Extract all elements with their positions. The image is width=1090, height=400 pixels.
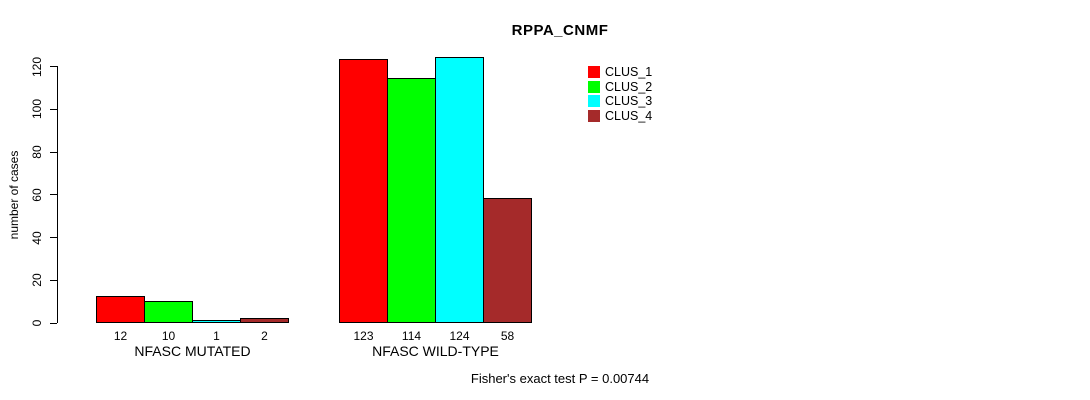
y-axis-line [57, 66, 58, 323]
legend-label: CLUS_4 [605, 108, 653, 123]
legend-label: CLUS_3 [605, 94, 653, 108]
bar-clus_3-mutated [192, 320, 241, 323]
group-label: NFASC MUTATED [134, 343, 251, 359]
bar-value-label: 10 [161, 329, 176, 343]
bar-value-label: 114 [401, 329, 422, 343]
bar-clus_3-wild-type [435, 57, 484, 323]
fisher-test-annotation: Fisher's exact test P = 0.00744 [470, 371, 650, 386]
bar-clus_2-mutated [144, 301, 193, 323]
bar-value-label: 12 [113, 329, 128, 343]
bar-clus_4-wild-type [483, 198, 532, 323]
y-tick-mark [50, 108, 57, 110]
legend-swatch-icon [588, 109, 600, 122]
bar-value-label: 1 [213, 329, 220, 343]
bar-clus_4-mutated [240, 318, 289, 323]
bar-value-label: 124 [449, 329, 470, 343]
y-tick-mark [50, 151, 57, 153]
y-tick-mark [50, 194, 57, 196]
y-tick-mark [50, 237, 57, 238]
legend-swatch-icon [588, 80, 600, 93]
legend-swatch-icon [588, 66, 600, 78]
bar-value-label: 2 [261, 329, 268, 343]
chart-title: RPPA_CNMF [511, 22, 609, 39]
legend: CLUS_1 CLUS_2 CLUS_3 CLUS_4 [588, 66, 652, 122]
y-tick-mark [50, 322, 57, 324]
legend-item-clus_3: CLUS_3 [588, 95, 652, 107]
bar-clus_2-wild-type [387, 78, 436, 323]
legend-label: CLUS_1 [605, 65, 653, 79]
legend-item-clus_1: CLUS_1 [588, 66, 652, 78]
legend-swatch-icon [588, 95, 600, 107]
bar-value-label: 58 [500, 329, 515, 343]
plot-area [96, 57, 532, 323]
legend-item-clus_4: CLUS_4 [588, 108, 653, 123]
bar-clus_1-mutated [96, 296, 145, 323]
legend-item-clus_2: CLUS_2 [588, 79, 653, 94]
bar-value-label: 123 [353, 329, 374, 343]
y-tick-mark [50, 66, 57, 67]
group-label: NFASC WILD-TYPE [372, 343, 499, 359]
bar-clus_1-wild-type [339, 59, 388, 323]
legend-label: CLUS_2 [605, 79, 653, 94]
y-tick-mark [50, 279, 57, 281]
